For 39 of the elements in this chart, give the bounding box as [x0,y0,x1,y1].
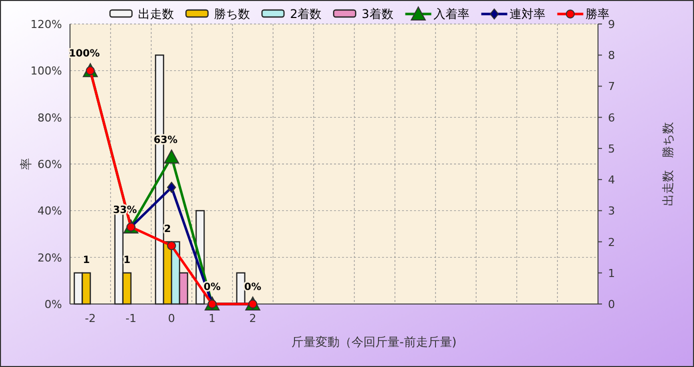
y2-tick-label: 1 [608,266,615,280]
bar [236,272,246,305]
data-label: 2 [164,224,172,235]
y2-tick-label: 8 [608,49,615,62]
y2-tick-label: 3 [608,204,615,218]
legend-label: 勝ち数 [214,7,250,21]
y-axis-title: 率 [19,158,33,170]
x-tick-label: 0 [168,312,176,325]
y-tick-label: 60% [38,158,62,171]
point [167,182,176,193]
x-tick-label: -1 [125,312,136,325]
x-tick-label: -2 [84,312,96,325]
legend-label: 出走数 [138,7,174,21]
y2-tick-label: 0 [608,298,615,311]
legend-label: 3着数 [362,7,394,21]
y2-axis-title: 出走数 勝ち数 [661,122,675,206]
y2-tick-label: 9 [608,18,615,31]
legend-label: 勝率 [585,7,610,21]
y-tick-label: 40% [38,204,62,218]
legend-label: 2着数 [290,7,322,21]
legend-label: 連対率 [509,7,546,21]
x-tick-label: 2 [249,312,256,325]
y-tick-label: 120% [30,18,62,31]
y-tick-label: 80% [38,111,62,124]
point [164,150,180,164]
y2-tick-label: 4 [608,174,615,187]
x-axis-title: 斤量変動（今回斤量-前走斤量) [291,335,457,349]
y2-tick-label: 2 [608,236,615,249]
x-tick-label: 1 [208,312,216,325]
y-tick-label: 100% [30,64,62,78]
legend-label: 入着率 [433,7,470,21]
y-tick-label: 0% [44,298,62,311]
data-label: 1 [123,254,130,266]
point [167,241,176,250]
y2-tick-label: 5 [608,142,615,156]
y2-tick-label: 7 [608,80,615,94]
y2-tick-label: 6 [608,111,615,124]
data-label: 1 [82,254,90,266]
y-tick-label: 20% [38,251,62,264]
